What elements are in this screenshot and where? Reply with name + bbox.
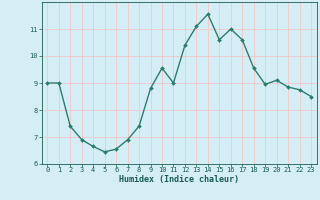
X-axis label: Humidex (Indice chaleur): Humidex (Indice chaleur) (119, 175, 239, 184)
